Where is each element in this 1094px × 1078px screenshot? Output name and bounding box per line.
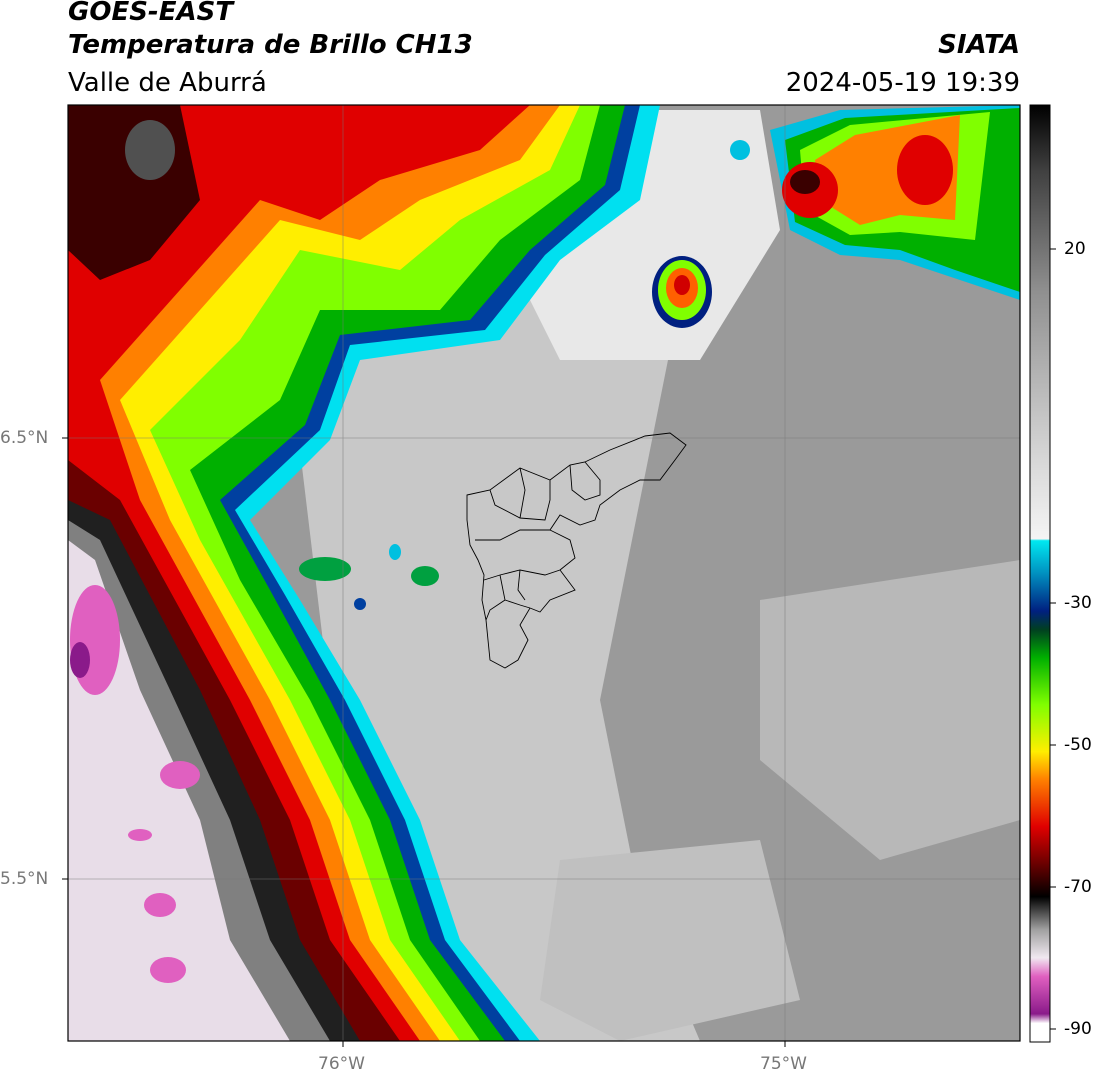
map-subtitle: Temperatura de Brillo CH13 [68,30,473,60]
colorbar-tick-minus50: -50 [1064,735,1092,755]
lat-label-5-5: 5.5°N [0,869,49,889]
region-label: Valle de Aburrá [68,68,267,98]
lon-label-75: 75°W [760,1054,807,1074]
colorbar-tick-minus90: -90 [1064,1019,1092,1039]
map-frame [67,104,1021,1042]
map-title: GOES-EAST [68,0,234,27]
brand-label: SIATA [938,30,1020,60]
lat-label-6-5: 6.5°N [0,428,49,448]
colorbar [1029,104,1051,1043]
lon-label-76: 76°W [318,1054,365,1074]
graticule [68,105,1020,1041]
municipality-boundaries [466,432,687,669]
colorbar-tick-minus70: -70 [1064,877,1092,897]
colorbar-tick-20: 20 [1064,239,1086,259]
timestamp-label: 2024-05-19 19:39 [785,68,1020,98]
temperature-field [68,105,1020,1041]
colorbar-tick-minus30: -30 [1064,593,1092,613]
